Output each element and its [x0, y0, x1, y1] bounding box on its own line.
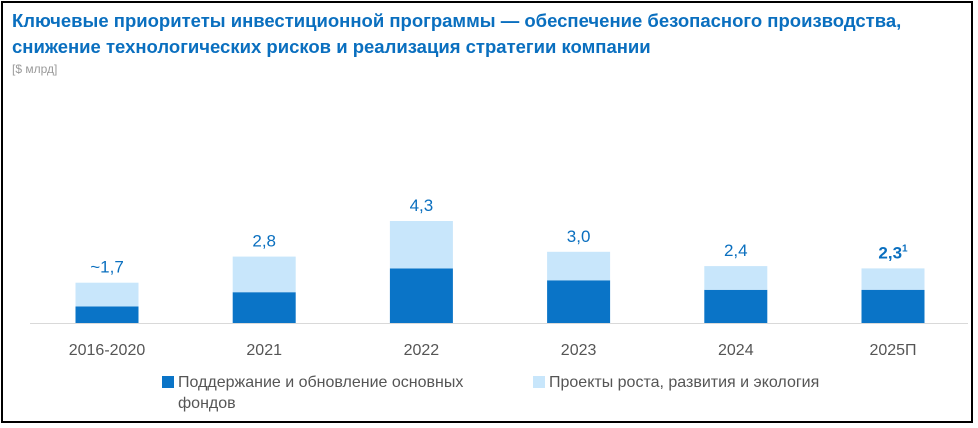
category-label-2: 2022: [404, 342, 440, 359]
category-label-0: 2016-2020: [69, 342, 146, 359]
total-label-1: 2,8: [252, 232, 276, 251]
chart-title-line-2: снижение технологических рисков и реализ…: [12, 36, 651, 57]
bar-segment-growth-4: [704, 266, 768, 290]
bar-segment-maintenance-5: [861, 289, 925, 323]
bars-group: [75, 221, 925, 323]
bar-segment-growth-1: [232, 256, 296, 293]
bar-segment-maintenance-1: [232, 292, 296, 323]
legend-label-growth: Проекты роста, развития и экология: [549, 374, 820, 391]
total-label-2: 4,3: [410, 196, 434, 215]
bar-segment-growth-2: [389, 221, 453, 269]
total-label-footnote-5: 1: [902, 243, 908, 254]
category-label-4: 2024: [718, 342, 754, 359]
bar-segment-maintenance-2: [389, 268, 453, 323]
bar-segment-maintenance-4: [704, 289, 768, 323]
category-label-3: 2023: [561, 342, 597, 359]
bar-segment-maintenance-0: [75, 306, 139, 323]
total-label-5: 2,31: [878, 243, 908, 262]
chart-frame: [1, 1, 973, 423]
bar-segment-growth-5: [861, 268, 925, 290]
category-label-1: 2021: [246, 342, 282, 359]
chart-title-line-1: Ключевые приоритеты инвестиционной прогр…: [12, 10, 902, 31]
bar-segment-growth-3: [547, 251, 611, 281]
labels-group: ~1,7 2016-2020 2,8 2021 4,3 2022 3,0 2023 2,4 202…: [69, 196, 917, 359]
total-label-4: 2,4: [724, 241, 748, 260]
bar-segment-maintenance-3: [547, 280, 611, 323]
legend-swatch-growth: [533, 376, 545, 388]
category-label-5: 2025П: [869, 342, 916, 359]
chart-title: Ключевые приоритеты инвестиционной прогр…: [12, 8, 967, 60]
unit-label: [$ млрд]: [12, 62, 58, 76]
legend-swatch-maintenance: [162, 376, 174, 388]
legend-label-maintenance: Поддержание и обновление основных фондов: [178, 374, 464, 412]
total-label-0: ~1,7: [90, 258, 124, 277]
total-label-3: 3,0: [567, 227, 591, 246]
bar-segment-growth-0: [75, 282, 139, 307]
